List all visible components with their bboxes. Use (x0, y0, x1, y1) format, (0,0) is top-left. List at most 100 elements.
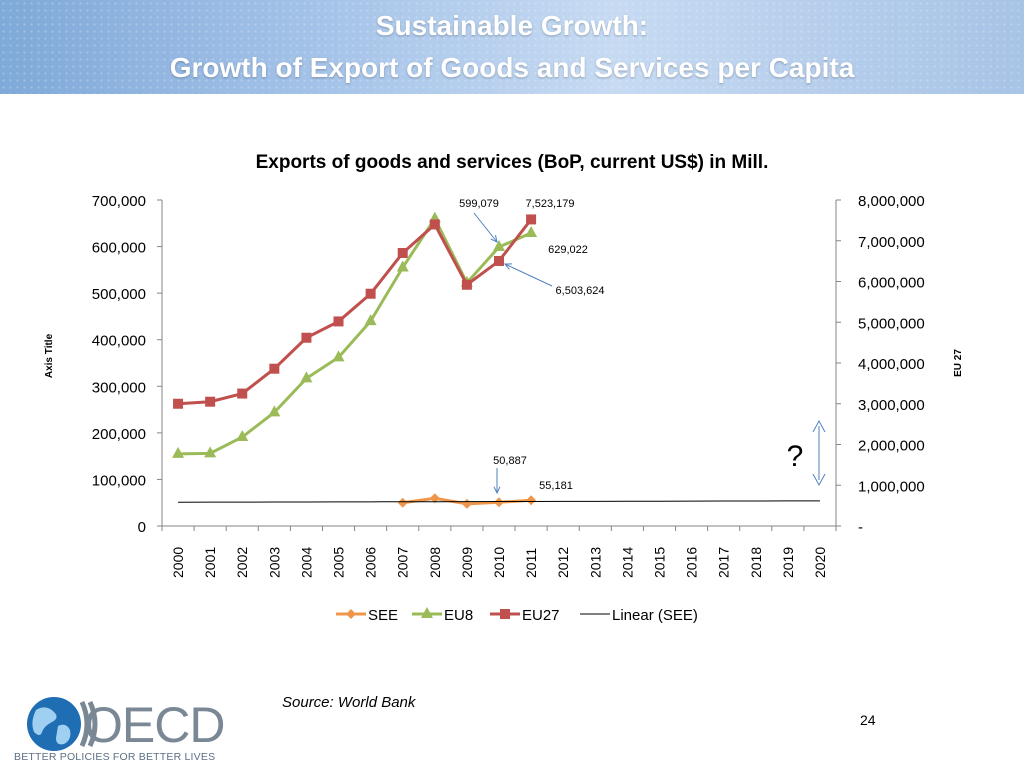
x-tick-label: 2004 (298, 547, 314, 578)
series-line-eu27 (177, 218, 533, 406)
data-point-eu27 (429, 219, 440, 230)
x-tick-label: 2002 (234, 547, 250, 578)
left-tick-label: 400,000 (92, 333, 146, 350)
data-label: 7,523,179 (526, 198, 575, 210)
right-tick-label: 5,000,000 (858, 315, 925, 332)
chart-title: Exports of goods and services (BoP, curr… (255, 152, 769, 173)
right-tick-label: - (858, 519, 863, 536)
right-tick-label: 2,000,000 (858, 438, 925, 455)
data-point-see (461, 498, 472, 509)
left-tick-label: 100,000 (92, 472, 146, 489)
gap-arrow-head (812, 473, 826, 487)
legend-marker-see (346, 609, 356, 619)
x-tick-label: 2014 (619, 547, 635, 578)
data-point-see (526, 495, 537, 506)
data-point-eu27 (269, 363, 280, 374)
source-note: Source: World Bank (282, 694, 416, 711)
x-tick-label: 2018 (748, 547, 764, 578)
data-label: 6,503,624 (556, 285, 605, 297)
callout-arrow-head (493, 486, 501, 495)
x-tick-label: 2019 (780, 547, 796, 578)
data-point-eu27 (397, 247, 408, 258)
question-annotation: ? (787, 440, 804, 473)
oecd-logo-icon (27, 697, 98, 751)
legend-label-see: SEE (368, 607, 398, 624)
data-point-eu8 (268, 405, 281, 417)
left-tick-label: 600,000 (92, 240, 146, 257)
right-axis-title: EU 27 (953, 349, 964, 377)
data-label: 50,887 (493, 455, 527, 467)
left-tick-label: 700,000 (92, 193, 146, 210)
left-tick-label: 0 (138, 519, 146, 536)
data-point-eu8 (493, 240, 505, 252)
trendline-see (178, 500, 820, 503)
data-point-eu27 (173, 398, 184, 409)
left-tick-label: 500,000 (92, 286, 146, 303)
x-tick-label: 2016 (684, 547, 700, 578)
x-tick-label: 2001 (202, 547, 218, 578)
legend-label-eu8: EU8 (444, 607, 473, 624)
data-point-see (397, 497, 408, 508)
page-number: 24 (860, 712, 876, 728)
logo-tagline: BETTER POLICIES FOR BETTER LIVES (14, 751, 216, 763)
chart: 0 100,000 200,000 300,000 400,000 500,000 600,… (44, 193, 964, 624)
data-point-eu8 (236, 430, 249, 442)
data-label: 629,022 (548, 244, 588, 256)
legend-marker-eu27 (500, 609, 510, 619)
x-tick-label: 2000 (170, 547, 186, 578)
data-point-eu8 (204, 446, 217, 458)
left-tick-label: 200,000 (92, 426, 146, 443)
data-point-eu27 (237, 388, 248, 399)
legend-label-linear-see-: Linear (SEE) (612, 607, 698, 624)
right-tick-label: 7,000,000 (858, 234, 925, 251)
title-banner: Sustainable Growth: Growth of Export of … (0, 0, 1024, 94)
data-point-eu27 (333, 316, 344, 327)
data-point-eu27 (461, 279, 472, 290)
right-tick-label: 1,000,000 (858, 478, 925, 495)
x-tick-label: 2017 (716, 547, 732, 578)
x-tick-label: 2011 (523, 548, 539, 578)
left-axis-title: Axis Title (44, 333, 55, 378)
data-point-eu27 (205, 396, 216, 407)
x-tick-label: 2008 (427, 547, 443, 578)
data-point-eu8 (396, 260, 409, 272)
x-tick-label: 2006 (363, 547, 379, 578)
data-label: 55,181 (539, 480, 573, 492)
right-tick-label: 3,000,000 (858, 397, 925, 414)
right-tick-label: 4,000,000 (858, 356, 925, 373)
data-point-see (429, 493, 440, 504)
x-tick-label: 2009 (459, 547, 475, 578)
data-point-see (494, 497, 504, 508)
callout-arrow-head (503, 263, 513, 270)
data-point-eu27 (301, 332, 312, 343)
legend-label-eu27: EU27 (522, 607, 560, 624)
data-point-eu8 (300, 371, 313, 383)
x-tick-label: 2010 (491, 547, 507, 578)
gap-arrow-head (812, 419, 826, 433)
data-point-eu27 (526, 214, 537, 225)
right-tick-label: 6,000,000 (858, 275, 925, 292)
slide-title-line2: Growth of Export of Goods and Services p… (169, 52, 855, 83)
data-point-eu8 (525, 226, 538, 238)
right-tick-label: 8,000,000 (858, 193, 925, 210)
x-tick-label: 2012 (555, 547, 571, 578)
legend-marker-eu8 (421, 607, 433, 618)
data-point-eu8 (332, 350, 345, 362)
callout-arrow-head (490, 235, 498, 243)
banner-texture (0, 0, 1024, 94)
data-point-eu27 (494, 255, 504, 266)
logo-wordmark: OECD (84, 697, 225, 753)
data-point-eu8 (364, 314, 377, 326)
data-label: 599,079 (459, 198, 499, 210)
x-tick-label: 2007 (395, 547, 411, 578)
callout-arrow (504, 263, 553, 287)
x-tick-label: 2013 (587, 547, 603, 578)
left-tick-label: 300,000 (92, 379, 146, 396)
slide-title-line1: Sustainable Growth: (375, 10, 649, 41)
x-tick-label: 2015 (651, 547, 667, 578)
data-point-eu8 (172, 446, 185, 458)
x-tick-label: 2020 (812, 547, 828, 578)
data-point-eu27 (365, 288, 376, 299)
x-tick-label: 2003 (266, 547, 282, 578)
callout-arrow (473, 212, 498, 243)
